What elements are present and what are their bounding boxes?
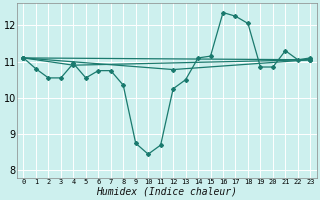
X-axis label: Humidex (Indice chaleur): Humidex (Indice chaleur) <box>96 187 237 197</box>
